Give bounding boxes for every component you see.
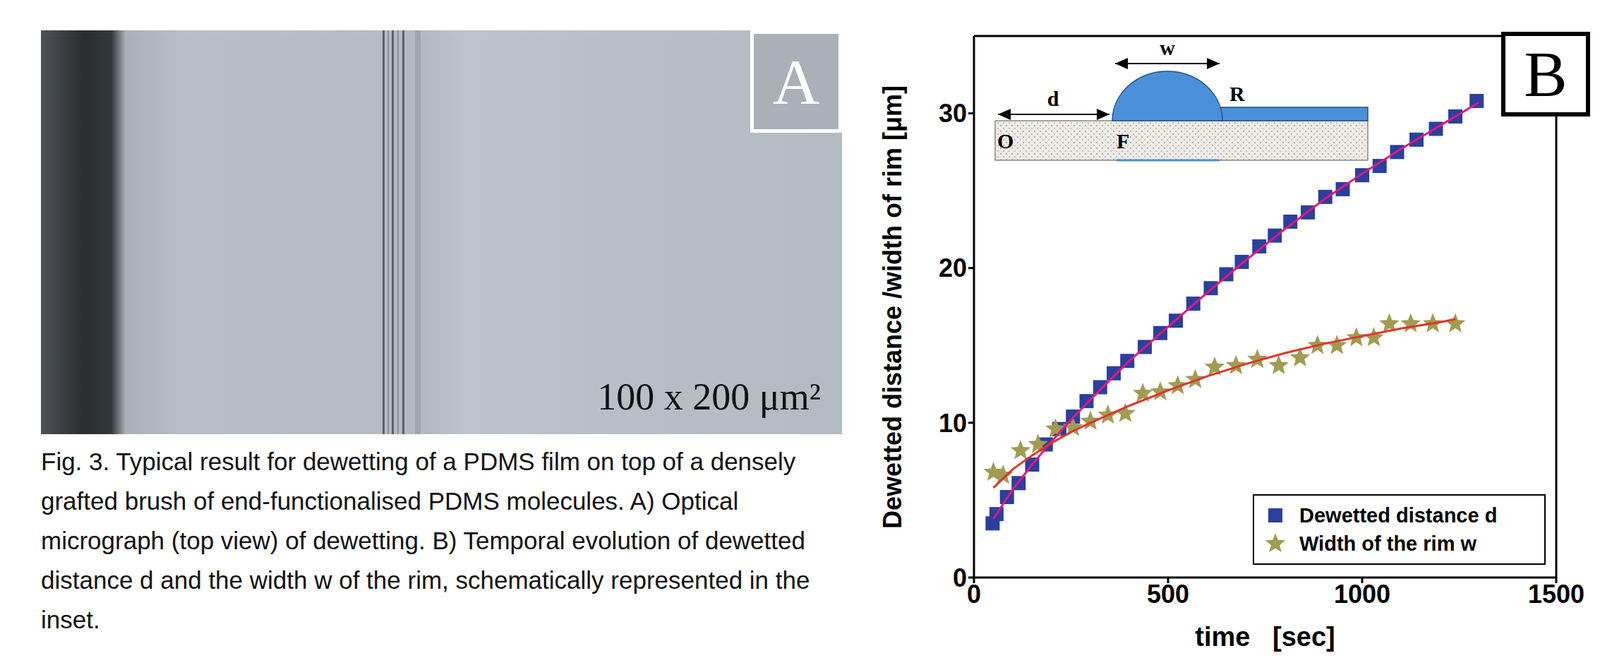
svg-text:O: O bbox=[997, 129, 1014, 153]
html-text:100 x 200 μm²: 100 x 200 μm² bbox=[597, 375, 821, 418]
svg-text:w: w bbox=[1159, 35, 1176, 60]
html-text:A: A bbox=[772, 45, 820, 118]
html-text:Fig. 3. Typical result for dew: Fig. 3. Typical result for dewetting of … bbox=[40, 447, 810, 634]
svg-text:10: 10 bbox=[938, 408, 967, 438]
svg-text:20: 20 bbox=[938, 253, 967, 283]
html-text:B: B bbox=[1523, 38, 1568, 111]
svg-text:F: F bbox=[1116, 129, 1130, 153]
svg-text:0: 0 bbox=[966, 579, 982, 609]
svg-text:0: 0 bbox=[952, 563, 967, 593]
html-text:Dewetted distance /width of ri: Dewetted distance /width of rim [μm] bbox=[877, 85, 907, 529]
html-text:Dewetted distance d: Dewetted distance d bbox=[1299, 503, 1498, 527]
svg-text:1000: 1000 bbox=[1333, 579, 1391, 609]
html-text:Width of the rim w: Width of the rim w bbox=[1299, 531, 1477, 555]
html-text:time [sec]: time [sec] bbox=[1195, 621, 1336, 652]
svg-text:d: d bbox=[1047, 86, 1060, 111]
svg-text:R: R bbox=[1229, 81, 1245, 106]
svg-text:30: 30 bbox=[938, 98, 967, 128]
svg-text:1500: 1500 bbox=[1528, 579, 1585, 609]
svg-text:500: 500 bbox=[1146, 579, 1190, 609]
